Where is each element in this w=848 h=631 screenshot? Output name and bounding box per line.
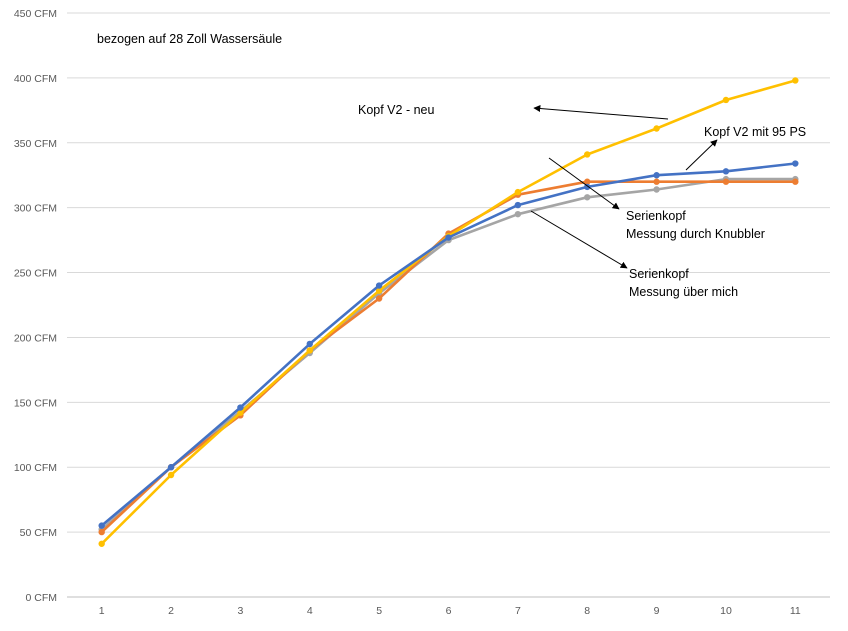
data-point [653, 186, 660, 193]
x-tick-label: 10 [720, 605, 732, 617]
x-tick-label: 4 [307, 605, 313, 617]
data-point [584, 178, 591, 185]
y-tick-label: 100 CFM [14, 462, 57, 474]
data-point [584, 151, 591, 158]
series-line [100, 79, 797, 546]
data-point [306, 340, 313, 348]
x-tick-label: 7 [515, 605, 521, 617]
annotation-serien-mich-line2: Messung über mich [629, 285, 738, 299]
x-tick-label: 1 [99, 605, 105, 617]
data-point [722, 178, 730, 185]
data-point [653, 172, 660, 179]
y-tick-label: 150 CFM [14, 397, 57, 409]
annotation-arrow-kopf-v2-95 [685, 139, 718, 171]
data-point [792, 160, 799, 167]
annotation-arrow-serien-mich [530, 210, 628, 269]
data-point [722, 168, 730, 175]
x-tick-label: 3 [237, 605, 243, 617]
annotation-kopf-v2-neu: Kopf V2 - neu [358, 103, 434, 117]
axis-labels: 0 CFM 50 CFM 100 CFM 150 CFM 200 CFM 250 CFM 3… [14, 8, 801, 617]
data-point [375, 295, 383, 302]
y-tick-label: 200 CFM [14, 332, 57, 344]
x-tick-label: 5 [376, 605, 382, 617]
x-tick-label: 6 [446, 605, 452, 617]
annotation-serien-knubbler-line2: Messung durch Knubbler [626, 227, 765, 241]
data-point [514, 201, 522, 209]
x-tick-label: 2 [168, 605, 174, 617]
data-point [653, 178, 660, 185]
series-4 [98, 160, 799, 529]
gridlines [67, 12, 830, 598]
annotation-arrow-serien-knubbler [548, 157, 620, 210]
data-point [98, 528, 105, 536]
data-point [514, 188, 522, 196]
chart-subtitle: bezogen auf 28 Zoll Wassersäule [97, 32, 282, 46]
series-3 [98, 77, 799, 547]
data-point [167, 471, 175, 479]
data-point [792, 178, 799, 185]
series-line [100, 162, 797, 527]
data-point [98, 522, 105, 529]
data-point [237, 404, 244, 411]
x-tick-label: 11 [790, 605, 801, 617]
annotation-kopf-v2-95: Kopf V2 mit 95 PS [704, 125, 806, 139]
x-tick-label: 8 [584, 605, 590, 617]
y-tick-label: 450 CFM [14, 8, 57, 20]
data-point [445, 234, 452, 241]
y-tick-label: 350 CFM [14, 138, 57, 150]
data-point [722, 96, 730, 104]
y-tick-label: 0 CFM [26, 592, 58, 604]
data-point [237, 409, 244, 416]
data-point [375, 287, 383, 294]
annotation-serien-knubbler-line1: Serienkopf [626, 209, 686, 223]
y-tick-label: 400 CFM [14, 73, 57, 85]
data-point [375, 282, 383, 289]
annotation-serien-mich-line1: Serienkopf [629, 267, 689, 281]
data-point [98, 540, 105, 547]
annotation-arrow-kopf-v2-neu [533, 105, 669, 120]
y-tick-label: 300 CFM [14, 203, 57, 215]
data-point [653, 125, 660, 132]
data-point [514, 210, 522, 218]
series-lines [98, 77, 799, 547]
y-tick-label: 250 CFM [14, 268, 57, 280]
data-point [584, 194, 591, 201]
y-tick-label: 50 CFM [20, 527, 57, 539]
data-point [167, 464, 175, 471]
data-point [792, 77, 799, 84]
data-point [306, 347, 313, 354]
x-tick-label: 9 [654, 605, 660, 617]
